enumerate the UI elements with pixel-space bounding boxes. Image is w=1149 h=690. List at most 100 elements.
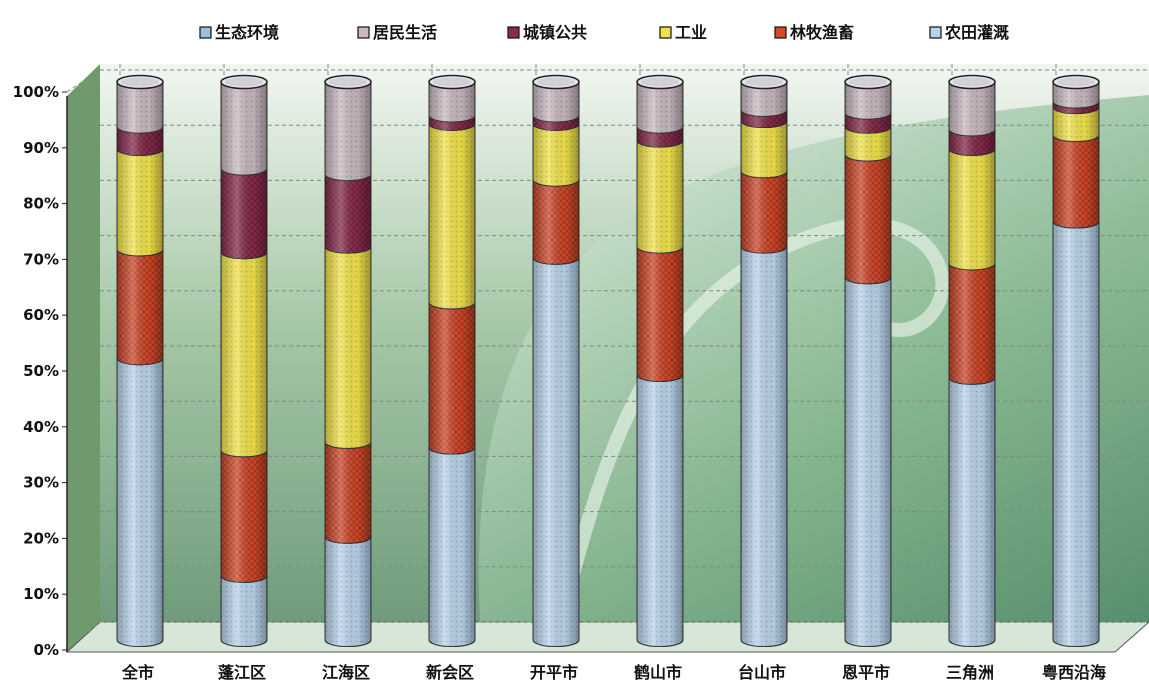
bar-shade: [949, 263, 995, 385]
bar-shade: [1053, 107, 1099, 142]
cylinder-top-inner: [329, 77, 367, 87]
bar-shade: [1053, 135, 1099, 228]
legend-swatch: [357, 26, 370, 39]
bar-shade: [1053, 82, 1099, 109]
bar-shade: [845, 112, 891, 134]
legend-swatch: [929, 26, 942, 39]
y-tick-label: 0%: [34, 641, 59, 659]
gridline-side: [66, 566, 101, 595]
bar-shade: [117, 82, 163, 134]
bar-shade: [845, 82, 891, 120]
bar-shade: [845, 277, 891, 647]
bar-shade: [741, 109, 787, 128]
y-tick-label: 60%: [23, 306, 59, 324]
cylinder-2: [324, 74, 372, 647]
y-tick-label: 70%: [23, 250, 59, 268]
legend-label: 农田灌溉: [944, 23, 1009, 42]
legend-label: 工业: [675, 23, 707, 42]
bar-shade: [325, 246, 371, 449]
cylinder-top-inner: [537, 77, 575, 87]
cylinder-top-inner: [953, 77, 991, 87]
bar-shade: [533, 257, 579, 647]
x-tick-label: 蓬江区: [218, 663, 266, 682]
cylinder-4: [532, 74, 580, 647]
bar-shade: [325, 536, 371, 647]
bar-shade: [533, 179, 579, 265]
bar-shade: [221, 82, 267, 175]
cylinder-top-inner: [225, 77, 263, 87]
bar-shade: [117, 126, 163, 156]
cylinder-top-inner: [745, 77, 783, 87]
bar-shade: [221, 168, 267, 259]
legend-swatch: [507, 26, 520, 39]
bar-shade: [429, 447, 475, 647]
bar-shade: [533, 123, 579, 187]
bar-shade: [117, 358, 163, 647]
cylinder-3: [428, 74, 476, 647]
x-tick-label: 台山市: [738, 663, 786, 682]
bar-shade: [637, 246, 683, 382]
bar-shade: [221, 575, 267, 647]
legend-label: 林牧渔畜: [790, 23, 854, 42]
x-tick-label: 全市: [121, 663, 154, 682]
legend-swatch: [774, 26, 787, 39]
cylinder-8: [948, 74, 996, 647]
bar-shade: [117, 249, 163, 365]
cylinder-top-inner: [121, 77, 159, 87]
bar-shade: [429, 123, 475, 309]
x-tick-label: 三角洲: [946, 663, 994, 682]
cylinder-7: [844, 74, 892, 647]
cylinder-5: [636, 74, 684, 647]
gridline-side: [66, 456, 101, 483]
y-tick-label: 40%: [23, 418, 59, 436]
cylinder-1: [220, 74, 268, 647]
bar-shade: [845, 154, 891, 284]
y-tick-label: 20%: [23, 529, 59, 547]
bar-shade: [325, 82, 371, 181]
bar-shade: [1053, 101, 1099, 114]
cylinder-9: [1052, 74, 1100, 647]
cylinder-top-inner: [849, 77, 887, 87]
legend-swatch: [659, 26, 672, 39]
x-tick-label: 鹤山市: [634, 663, 682, 682]
bar-shade: [949, 148, 995, 270]
legend-label: 生态环境: [215, 23, 279, 42]
x-tick-label: 粤西沿海: [1042, 663, 1106, 682]
bar-shade: [949, 129, 995, 156]
bar-shade: [533, 115, 579, 131]
bar-shade: [429, 302, 475, 454]
cylinder-top-inner: [1057, 77, 1095, 87]
y-tick-label: 90%: [23, 139, 59, 157]
bar-shade: [637, 126, 683, 148]
cylinder-6: [740, 74, 788, 647]
legend-label: 城镇公共: [523, 23, 587, 42]
cylinder-0: [116, 74, 164, 647]
x-tick-label: 新会区: [426, 663, 474, 682]
y-tick-label: 100%: [13, 83, 59, 101]
legend-swatch: [199, 26, 212, 39]
bar-shade: [221, 450, 267, 583]
bar-shade: [117, 148, 163, 256]
gridline-side: [66, 511, 101, 539]
bar-shade: [741, 246, 787, 647]
bar-shade: [325, 174, 371, 254]
y-tick-label: 80%: [23, 195, 59, 213]
bar-shade: [637, 82, 683, 134]
bar-shade: [741, 171, 787, 254]
legend-label: 居民生活: [373, 23, 437, 42]
bar-shade: [949, 82, 995, 136]
cylinder-top-inner: [433, 77, 471, 87]
x-tick-label: 恩平市: [842, 663, 890, 682]
y-tick-label: 10%: [23, 585, 59, 603]
cylinder-top-inner: [641, 77, 679, 87]
y-tick-label: 50%: [23, 362, 59, 380]
bar-shade: [1053, 221, 1099, 647]
bar-shade: [949, 377, 995, 647]
bar-shade: [429, 82, 475, 122]
bar-shade: [637, 374, 683, 647]
bar-shade: [325, 441, 371, 544]
bar-shade: [845, 126, 891, 162]
x-tick-label: 开平市: [530, 663, 578, 682]
bar-shade: [741, 82, 787, 117]
